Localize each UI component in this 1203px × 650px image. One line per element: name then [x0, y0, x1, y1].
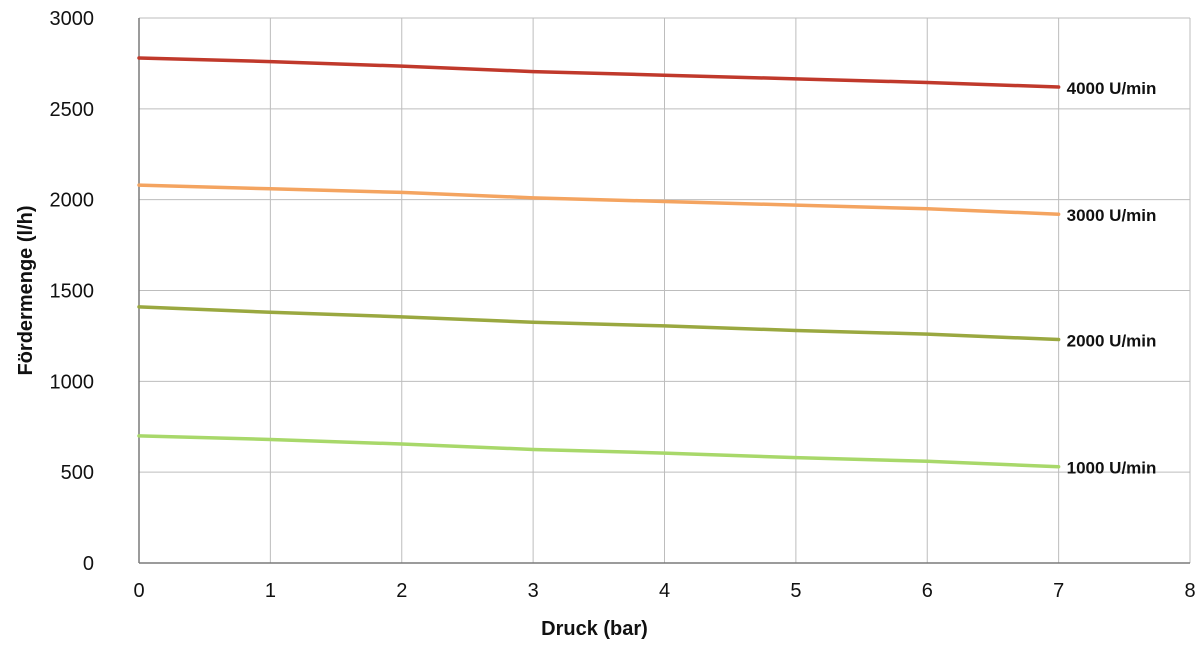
- y-tick-label-1000: 1000: [50, 371, 95, 393]
- series-line-3000-u-min: [137, 183, 1061, 216]
- y-tick-label-1500: 1500: [50, 281, 95, 303]
- x-axis-title: Druck (bar): [541, 618, 648, 640]
- labels-layer: 4000 U/min 3000 U/min 2000 U/min 1000 U/min: [1067, 79, 1157, 478]
- series-line-2000-u-min: [137, 305, 1061, 342]
- y-tick-label-500: 500: [61, 462, 94, 484]
- series-label-1: 3000 U/min: [1067, 206, 1157, 225]
- axis-layer: 0 1 2 3 4 5 6 7 8 0 500 1000 1500 2000 2500 3000: [50, 8, 1196, 602]
- y-tick-label-2500: 2500: [50, 99, 95, 121]
- series-layer: [137, 56, 1061, 469]
- x-tick-label-5: 5: [790, 580, 801, 602]
- y-axis-title: Fördermenge (l/h): [15, 205, 37, 375]
- y-tick-label-2000: 2000: [50, 190, 95, 212]
- x-tick-label-7: 7: [1053, 580, 1064, 602]
- series-label-0: 4000 U/min: [1067, 79, 1157, 98]
- series-line-4000-u-min: [137, 56, 1061, 89]
- series-label-3: 1000 U/min: [1067, 459, 1157, 478]
- x-tick-label-0: 0: [133, 580, 144, 602]
- x-tick-label-4: 4: [659, 580, 670, 602]
- x-tick-label-3: 3: [528, 580, 539, 602]
- x-tick-label-2: 2: [396, 580, 407, 602]
- y-tick-label-3000: 3000: [50, 8, 95, 30]
- series-label-2: 2000 U/min: [1067, 332, 1157, 351]
- x-tick-label-1: 1: [265, 580, 276, 602]
- x-tick-label-6: 6: [922, 580, 933, 602]
- x-tick-label-8: 8: [1184, 580, 1195, 602]
- series-line-1000-u-min: [137, 434, 1061, 469]
- y-tick-label-0: 0: [83, 553, 94, 575]
- grid-layer: [138, 17, 1191, 564]
